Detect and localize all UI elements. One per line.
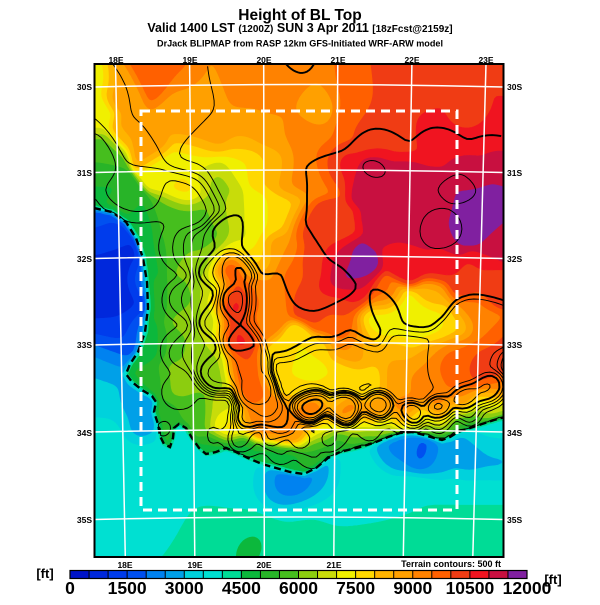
svg-text:21E: 21E	[330, 55, 345, 65]
svg-text:7500: 7500	[336, 578, 375, 598]
svg-text:19E: 19E	[182, 55, 197, 65]
svg-text:33S: 33S	[507, 340, 522, 350]
svg-text:10500: 10500	[446, 578, 495, 598]
svg-text:12000: 12000	[503, 578, 552, 598]
svg-text:30S: 30S	[77, 82, 92, 92]
svg-text:1500: 1500	[108, 578, 147, 598]
svg-text:3000: 3000	[165, 578, 204, 598]
svg-text:20E: 20E	[256, 560, 271, 570]
svg-text:4500: 4500	[222, 578, 261, 598]
svg-text:34S: 34S	[507, 428, 522, 438]
svg-text:9000: 9000	[393, 578, 432, 598]
svg-text:35S: 35S	[507, 515, 522, 525]
svg-text:33S: 33S	[77, 340, 92, 350]
svg-text:31S: 31S	[507, 168, 522, 178]
svg-text:32S: 32S	[507, 254, 522, 264]
svg-text:22E: 22E	[404, 55, 419, 65]
svg-text:31S: 31S	[77, 168, 92, 178]
svg-text:Terrain contours: 500 ft: Terrain contours: 500 ft	[401, 559, 501, 569]
svg-text:[ft]: [ft]	[36, 566, 53, 581]
svg-text:19E: 19E	[187, 560, 202, 570]
svg-text:30S: 30S	[507, 82, 522, 92]
svg-text:Valid 1400 LST (1200Z) SUN 3 A: Valid 1400 LST (1200Z) SUN 3 Apr 2011 [1…	[147, 21, 452, 35]
svg-text:18E: 18E	[117, 560, 132, 570]
svg-text:Height of BL Top: Height of BL Top	[238, 7, 361, 24]
svg-text:32S: 32S	[77, 254, 92, 264]
svg-text:[ft]: [ft]	[544, 572, 561, 587]
svg-text:20E: 20E	[256, 55, 271, 65]
svg-text:23E: 23E	[478, 55, 493, 65]
svg-text:35S: 35S	[77, 515, 92, 525]
svg-text:34S: 34S	[77, 428, 92, 438]
svg-text:21E: 21E	[326, 560, 341, 570]
svg-text:18E: 18E	[108, 55, 123, 65]
svg-text:6000: 6000	[279, 578, 318, 598]
svg-text:0: 0	[65, 578, 75, 598]
svg-text:DrJack BLIPMAP from RASP 12km: DrJack BLIPMAP from RASP 12km GFS-Initia…	[157, 39, 443, 49]
